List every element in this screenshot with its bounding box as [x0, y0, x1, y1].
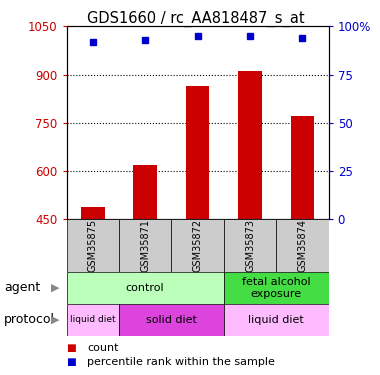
Text: ▶: ▶ [51, 283, 59, 293]
Bar [133, 165, 157, 219]
Text: agent: agent [4, 282, 40, 294]
Text: solid diet: solid diet [146, 315, 197, 325]
Bar [119, 219, 171, 272]
Text: ▶: ▶ [51, 315, 59, 325]
Text: GSM35871: GSM35871 [140, 219, 150, 272]
Bar [224, 304, 329, 336]
Bar [171, 219, 224, 272]
Text: control: control [126, 283, 165, 293]
Bar [224, 219, 276, 272]
Bar [238, 71, 262, 219]
Text: liquid diet: liquid diet [249, 315, 304, 325]
Bar [186, 86, 209, 219]
Text: GDS1660 / rc_AA818487_s_at: GDS1660 / rc_AA818487_s_at [87, 11, 304, 27]
Text: count: count [87, 343, 119, 353]
Text: fetal alcohol
exposure: fetal alcohol exposure [242, 277, 310, 298]
Text: GSM35875: GSM35875 [88, 219, 98, 272]
Bar [81, 207, 104, 219]
Bar [276, 219, 329, 272]
Bar [66, 304, 119, 336]
Bar [119, 304, 224, 336]
Bar [291, 116, 314, 219]
Text: liquid diet: liquid diet [70, 315, 116, 324]
Text: ■: ■ [66, 343, 76, 353]
Text: GSM35874: GSM35874 [298, 219, 307, 272]
Bar [66, 219, 119, 272]
Text: GSM35872: GSM35872 [193, 219, 203, 272]
Bar [66, 272, 224, 304]
Text: protocol: protocol [4, 314, 55, 326]
Bar [224, 272, 329, 304]
Text: percentile rank within the sample: percentile rank within the sample [87, 357, 275, 367]
Text: GSM35873: GSM35873 [245, 219, 255, 272]
Text: ■: ■ [66, 357, 76, 367]
